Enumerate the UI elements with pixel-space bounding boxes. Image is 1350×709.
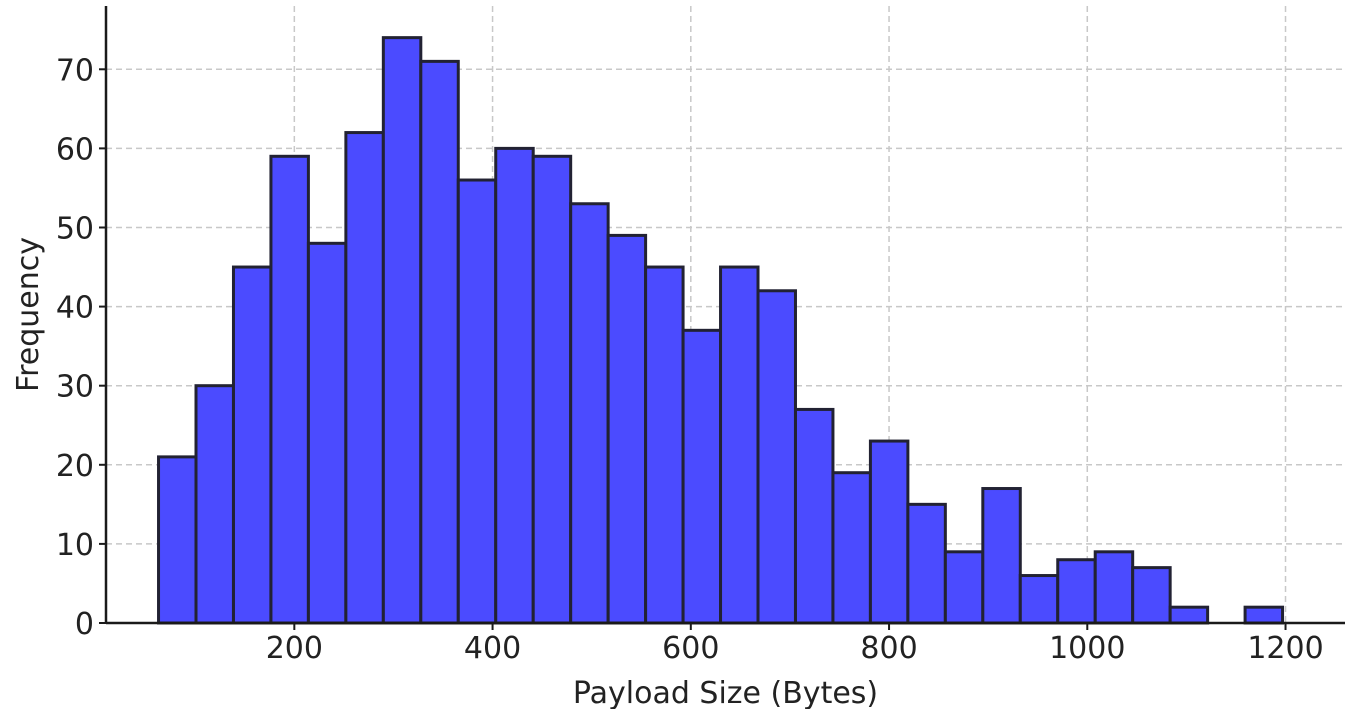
x-axis-label: Payload Size (Bytes)	[573, 676, 878, 709]
histogram-bar	[681, 328, 723, 625]
tick-marks	[99, 68, 1287, 630]
histogram-bar	[231, 265, 273, 625]
x-tick-label: 400	[464, 631, 521, 666]
y-tick-label: 60	[56, 132, 94, 167]
histogram-bar	[831, 471, 872, 625]
histogram-bar	[1093, 550, 1135, 625]
histogram-bar	[344, 131, 385, 625]
histogram-bar	[157, 455, 198, 625]
histogram-bars	[157, 36, 1285, 625]
y-tick-label: 20	[56, 449, 94, 484]
histogram-bar	[1243, 605, 1285, 625]
y-axis-label: Frequency	[11, 237, 46, 392]
x-tick-label: 600	[662, 631, 719, 666]
y-tick-label: 10	[56, 528, 94, 563]
histogram-bar	[1056, 558, 1097, 625]
histogram-bar	[981, 487, 1022, 625]
histogram-bar	[1168, 605, 1210, 625]
y-tick-label: 30	[56, 370, 94, 405]
axes	[104, 6, 1345, 625]
histogram-bar	[456, 178, 498, 625]
y-tick-label: 40	[56, 291, 94, 326]
histogram-bar	[194, 384, 235, 625]
tick-labels: 200 400 600 800 1000 1200 0 10 20 30 40 50 60 70	[56, 53, 1324, 666]
histogram-bar	[943, 550, 985, 625]
histogram-bar	[1131, 566, 1172, 625]
histogram-bar	[269, 154, 310, 625]
x-tick-label: 1200	[1247, 631, 1323, 666]
histogram-bar	[531, 154, 573, 625]
histogram-bar	[906, 502, 947, 625]
histogram-bar	[381, 36, 423, 625]
histogram-bar	[494, 146, 535, 625]
histogram-bar	[719, 265, 760, 625]
histogram-bar	[569, 202, 610, 625]
histogram-bar	[606, 233, 648, 625]
y-tick-label: 0	[75, 607, 94, 642]
y-tick-label: 50	[56, 211, 94, 246]
y-tick-label: 70	[56, 53, 94, 88]
x-tick-label: 200	[266, 631, 323, 666]
x-tick-label: 800	[860, 631, 917, 666]
histogram-bar	[419, 59, 460, 625]
histogram-bar	[756, 289, 797, 625]
histogram-bar	[644, 265, 685, 625]
histogram-bar	[1018, 574, 1060, 625]
x-tick-label: 1000	[1049, 631, 1125, 666]
histogram-bar	[793, 407, 835, 625]
histogram-bar	[868, 439, 910, 625]
histogram-bar	[306, 241, 348, 625]
